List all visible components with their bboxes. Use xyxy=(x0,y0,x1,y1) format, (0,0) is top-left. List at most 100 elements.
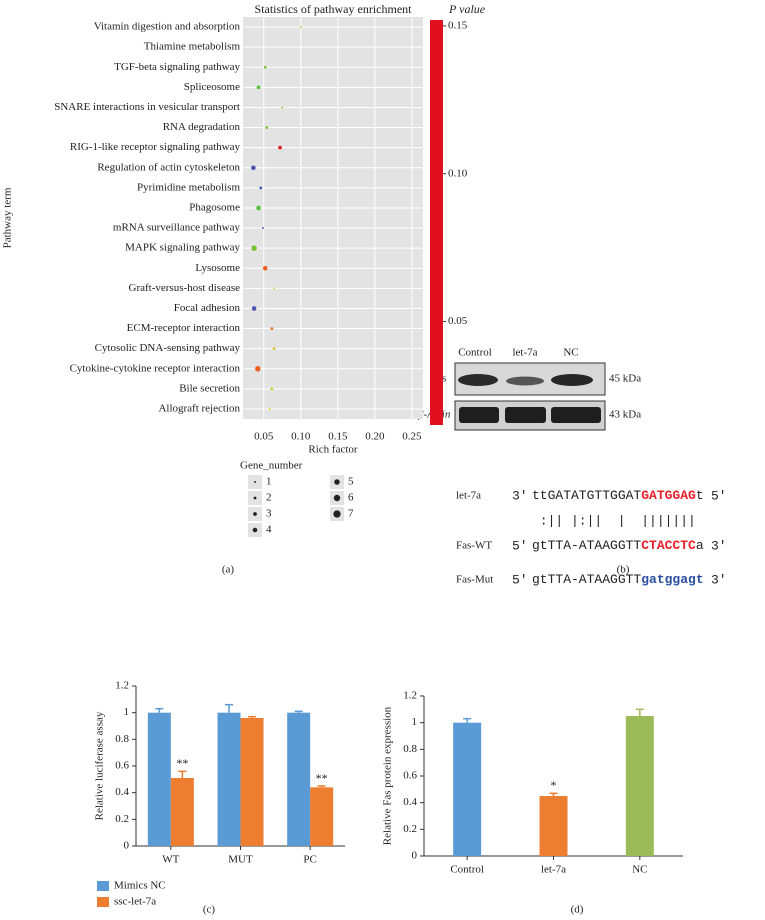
bar xyxy=(170,778,194,846)
y-tick-label: Regulation of actin cytoskeleton xyxy=(97,161,240,173)
y-tick-label: Spliceosome xyxy=(184,81,240,93)
bar xyxy=(453,722,482,856)
x-tick-label: WT xyxy=(162,854,179,866)
dot xyxy=(265,126,269,129)
y-tick-label: Thiamine metabolism xyxy=(144,41,241,53)
legend-key xyxy=(253,512,257,516)
sequence-end: 5′ xyxy=(512,538,528,553)
x-tick-label: MUT xyxy=(228,854,253,866)
dot xyxy=(255,366,261,372)
colorbar-tick-label: 0.15 xyxy=(448,19,468,31)
legend-title: Gene_number xyxy=(240,460,303,472)
lane-label: let-7a xyxy=(512,347,537,359)
dot xyxy=(273,287,276,290)
bar xyxy=(539,796,568,856)
x-tick-label: Control xyxy=(450,864,484,876)
western-blot: Control let-7a NC Fas β-Actin 45 kDa 43 … xyxy=(417,347,641,431)
blot-band xyxy=(506,376,544,386)
y-tick-label: Bile secretion xyxy=(179,382,240,394)
y-tick-label: 1.2 xyxy=(403,690,417,702)
blot-band xyxy=(505,407,546,423)
y-tick-label: RNA degradation xyxy=(163,121,241,133)
sequence-end: 3′ xyxy=(711,572,727,587)
panel-label: (d) xyxy=(571,904,584,916)
legend-swatch xyxy=(97,881,109,891)
dot xyxy=(259,186,263,190)
bar xyxy=(217,712,241,846)
dot xyxy=(251,306,257,311)
panel-label: (a) xyxy=(222,564,235,576)
y-tick-label: ECM-receptor interaction xyxy=(127,322,241,334)
legend-key xyxy=(254,481,256,483)
bar xyxy=(147,712,171,846)
dot xyxy=(270,387,274,391)
panel-label: (c) xyxy=(203,904,216,916)
dot xyxy=(281,106,284,109)
y-tick-label: 1.2 xyxy=(115,680,129,692)
dot xyxy=(268,408,271,410)
bar xyxy=(287,712,311,846)
sequence-part: t xyxy=(696,488,704,503)
seed-region: CTACCTC xyxy=(641,538,696,553)
x-tick-label: NC xyxy=(632,864,647,876)
dot xyxy=(299,26,302,28)
chart-title: Statistics of pathway enrichment xyxy=(255,2,413,16)
legend-label: Mimics NC xyxy=(114,880,166,892)
legend-label: 7 xyxy=(348,508,354,520)
y-tick-label: 0.8 xyxy=(403,743,417,755)
y-tick-label: RIG-1-like receptor signaling pathway xyxy=(70,141,241,153)
y-tick-label: 0.2 xyxy=(115,813,129,825)
sequence-name: let-7a xyxy=(456,490,481,502)
bar xyxy=(310,787,334,846)
dot xyxy=(272,347,276,351)
colorbar-tick-label: 0.05 xyxy=(448,315,468,327)
blot-band xyxy=(551,374,593,386)
dot xyxy=(262,265,268,271)
sequence-end: 5′ xyxy=(512,572,528,587)
dot xyxy=(270,327,274,330)
pairing-line: :|| |:|| | ||||||| xyxy=(540,513,696,528)
x-tick-label: 0.15 xyxy=(328,431,348,443)
y-tick-label: Allograft rejection xyxy=(158,402,240,414)
blot-band xyxy=(458,374,498,386)
y-tick-label: Pyrimidine metabolism xyxy=(137,181,240,193)
y-tick-label: Graft-versus-host disease xyxy=(129,282,241,294)
dot xyxy=(262,227,264,229)
y-tick-label: TGF-beta signaling pathway xyxy=(114,61,240,73)
significance-mark: * xyxy=(551,778,557,792)
legend-swatch xyxy=(97,897,109,907)
sequence-part: a xyxy=(696,538,704,553)
x-tick-label: 0.20 xyxy=(365,431,385,443)
y-tick-label: Focal adhesion xyxy=(174,302,241,314)
sequence-part: gtTTA-ATAAGGTT xyxy=(532,572,641,587)
dot xyxy=(251,165,256,171)
y-tick-label: 0.8 xyxy=(115,733,129,745)
sequence-end: 3′ xyxy=(711,538,727,553)
y-tick-label: Phagosome xyxy=(189,201,240,213)
colorbar-tick-label: 0.10 xyxy=(448,167,468,179)
sequence: gtTTA-ATAAGGTTgatggagt xyxy=(532,572,704,587)
significance-mark: ** xyxy=(316,771,328,785)
colorbar-label: P value xyxy=(448,2,486,16)
x-tick-label: PC xyxy=(303,854,316,866)
legend-label: 3 xyxy=(266,508,272,520)
legend-key xyxy=(252,527,258,533)
dot xyxy=(251,245,257,251)
x-tick-label: 0.25 xyxy=(402,431,422,443)
bar xyxy=(625,716,654,856)
sequence: ttGATATGTTGGATGATGGAGt xyxy=(532,488,704,503)
dot xyxy=(256,205,261,211)
sequence-name: Fas-Mut xyxy=(456,574,493,586)
sequence-part: gtTTA-ATAAGGTT xyxy=(532,538,641,553)
seed-region: GATGGAG xyxy=(641,488,696,503)
dot xyxy=(263,65,267,69)
sequence-end: 3′ xyxy=(512,488,528,503)
y-tick-label: MAPK signaling pathway xyxy=(125,242,240,254)
y-tick-label: 0.4 xyxy=(115,786,129,798)
y-tick-label: Lysosome xyxy=(195,262,240,274)
legend-label: 2 xyxy=(266,492,272,504)
legend-key xyxy=(333,510,341,518)
